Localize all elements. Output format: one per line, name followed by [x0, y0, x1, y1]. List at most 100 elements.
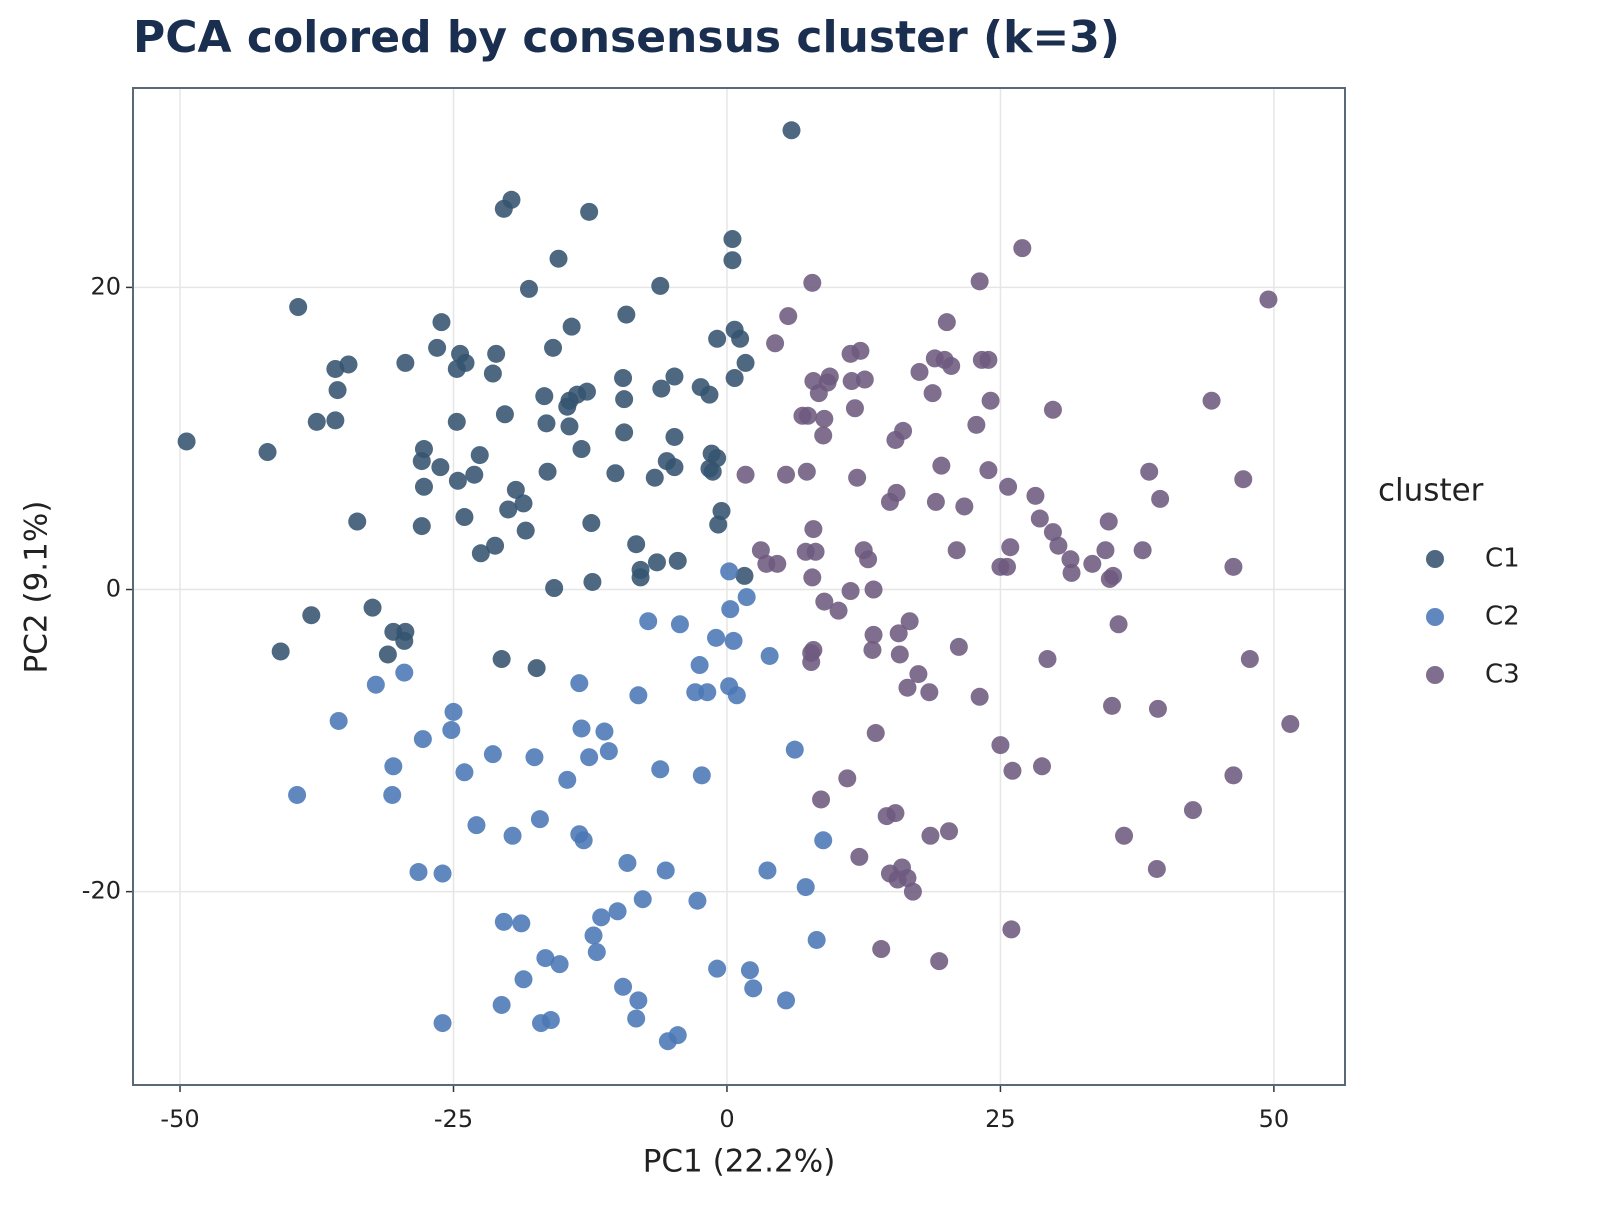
legend-marker — [1426, 608, 1444, 626]
point — [289, 298, 308, 317]
point — [447, 412, 466, 431]
point — [645, 468, 664, 487]
point — [727, 686, 746, 705]
point — [608, 902, 627, 921]
point — [864, 580, 883, 599]
point — [1049, 536, 1068, 555]
point — [288, 785, 307, 804]
point — [665, 458, 684, 477]
point — [1013, 239, 1032, 258]
point — [656, 861, 675, 880]
point — [724, 631, 743, 650]
point — [658, 1032, 677, 1051]
point — [545, 579, 564, 598]
point — [1240, 650, 1259, 669]
point — [512, 914, 531, 933]
point — [909, 665, 928, 684]
point — [877, 807, 896, 826]
point — [363, 598, 382, 617]
point — [806, 542, 825, 561]
point — [751, 541, 770, 560]
point — [690, 656, 709, 675]
point — [558, 770, 577, 789]
point — [455, 763, 474, 782]
point — [937, 313, 956, 332]
point — [841, 582, 860, 601]
point — [550, 955, 569, 974]
point — [1224, 557, 1243, 576]
point — [1026, 486, 1045, 505]
point — [633, 890, 652, 909]
point — [383, 785, 402, 804]
point — [1133, 541, 1152, 560]
point — [814, 831, 833, 850]
y-tick-label: 20 — [90, 272, 121, 300]
point — [328, 381, 347, 400]
point — [580, 202, 599, 221]
point — [848, 468, 867, 487]
point — [409, 863, 428, 882]
chart-title: PCA colored by consensus cluster (k=3) — [133, 12, 1120, 63]
point — [549, 249, 568, 268]
point — [802, 653, 821, 672]
point — [723, 251, 742, 270]
point — [889, 624, 908, 643]
point — [651, 760, 670, 779]
point — [629, 686, 648, 705]
point — [942, 356, 961, 375]
plot-border — [132, 87, 1346, 1086]
point — [725, 369, 744, 388]
point — [940, 822, 959, 841]
point — [796, 878, 815, 897]
point — [307, 412, 326, 431]
point — [514, 970, 533, 989]
point — [841, 344, 860, 363]
point — [903, 882, 922, 901]
point — [955, 497, 974, 516]
point — [1033, 757, 1051, 776]
point — [572, 719, 591, 738]
point — [614, 369, 633, 388]
point — [1043, 400, 1062, 419]
point — [366, 675, 385, 694]
point — [627, 535, 646, 554]
point — [412, 452, 431, 471]
point — [326, 359, 345, 378]
point — [615, 423, 634, 442]
point — [629, 991, 648, 1010]
point — [1002, 920, 1021, 939]
point — [703, 462, 722, 481]
point — [766, 334, 785, 353]
x-tick-label: 25 — [985, 1105, 1016, 1133]
point — [1096, 541, 1115, 560]
point — [412, 517, 431, 536]
point — [814, 426, 833, 445]
point — [592, 908, 611, 927]
point — [1183, 801, 1202, 820]
point — [271, 642, 290, 661]
point — [698, 683, 717, 702]
point — [487, 344, 506, 363]
point — [395, 663, 414, 682]
point — [617, 305, 636, 324]
point — [815, 592, 834, 611]
point — [580, 748, 599, 767]
point — [595, 722, 614, 741]
point — [829, 601, 848, 620]
point — [302, 606, 321, 625]
point — [737, 588, 756, 607]
point — [890, 645, 909, 664]
point — [979, 461, 998, 480]
point — [845, 399, 864, 418]
point — [583, 572, 602, 591]
point — [447, 359, 466, 378]
point — [584, 926, 603, 945]
point — [651, 276, 670, 295]
legend-marker — [1426, 550, 1444, 568]
point — [495, 405, 514, 424]
point — [731, 329, 750, 348]
y-axis-label: PC2 (9.1%) — [19, 501, 55, 674]
point — [1001, 538, 1020, 557]
y-tick-label: 0 — [106, 575, 121, 603]
